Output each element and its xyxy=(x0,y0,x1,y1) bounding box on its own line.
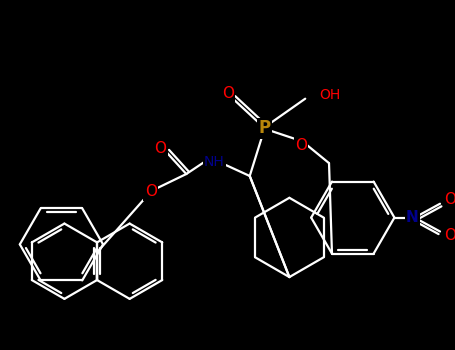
Text: O: O xyxy=(444,228,455,243)
Text: O: O xyxy=(444,192,455,207)
Text: N: N xyxy=(406,210,419,225)
Text: NH: NH xyxy=(204,155,224,169)
Text: O: O xyxy=(145,184,157,200)
Text: P: P xyxy=(258,119,271,138)
Text: OH: OH xyxy=(319,88,340,102)
Text: O: O xyxy=(155,141,167,156)
Text: O: O xyxy=(295,138,307,153)
Text: O: O xyxy=(222,86,234,101)
